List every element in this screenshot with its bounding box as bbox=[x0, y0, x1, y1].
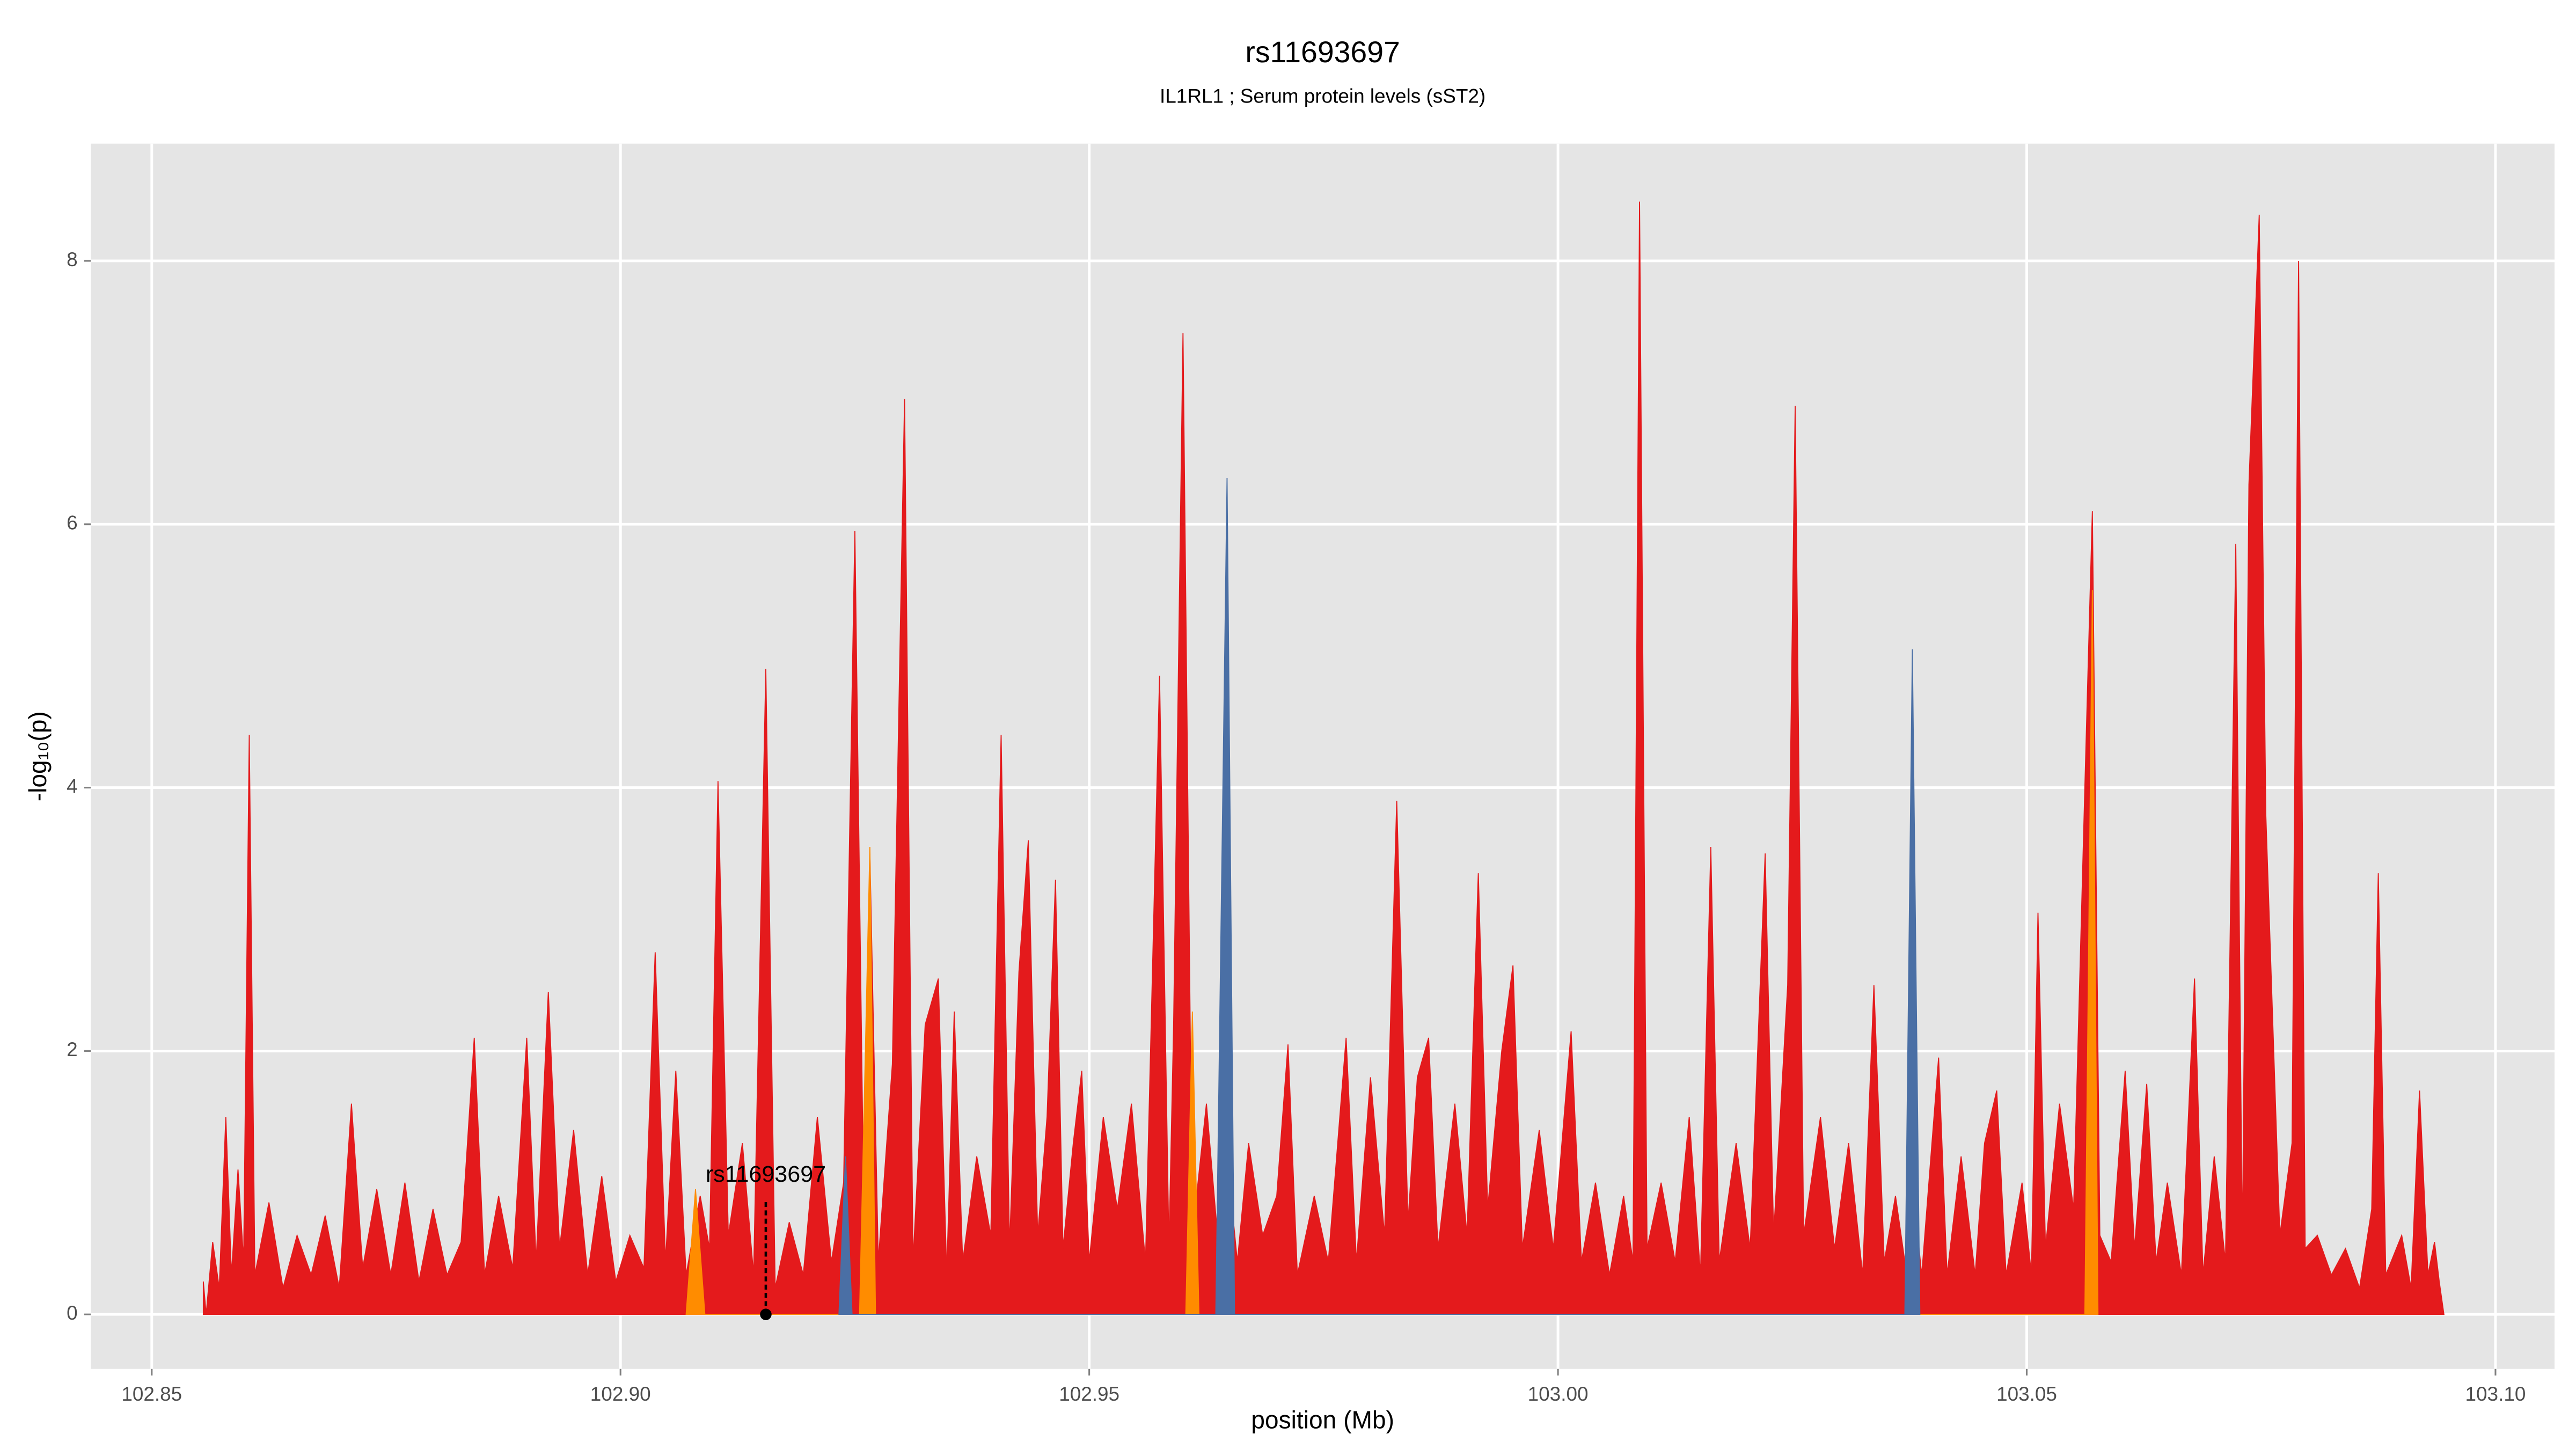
x-axis-label: position (Mb) bbox=[1251, 1406, 1394, 1433]
x-tick-label: 103.05 bbox=[1996, 1383, 2057, 1405]
area bbox=[202, 201, 2445, 1315]
y-tick-label: 8 bbox=[67, 248, 78, 270]
chart-subtitle: IL1RL1 ; Serum protein levels (sST2) bbox=[1160, 85, 1485, 107]
snp-label: rs11693697 bbox=[706, 1161, 826, 1187]
chart-title: rs11693697 bbox=[1245, 35, 1400, 69]
y-tick-label: 6 bbox=[67, 512, 78, 534]
y-tick-label: 2 bbox=[67, 1038, 78, 1060]
y-tick-label: 4 bbox=[67, 775, 78, 797]
x-tick-label: 102.95 bbox=[1059, 1383, 1119, 1405]
snp-point bbox=[760, 1308, 772, 1320]
area bbox=[838, 478, 1921, 1315]
y-axis-label: -log₁₀(p) bbox=[24, 711, 52, 801]
x-tick-label: 102.85 bbox=[121, 1383, 182, 1405]
x-tick-label: 103.10 bbox=[2465, 1383, 2526, 1405]
y-tick-label: 0 bbox=[67, 1302, 78, 1324]
x-tick-label: 102.90 bbox=[590, 1383, 651, 1405]
x-tick-label: 103.00 bbox=[1528, 1383, 1589, 1405]
